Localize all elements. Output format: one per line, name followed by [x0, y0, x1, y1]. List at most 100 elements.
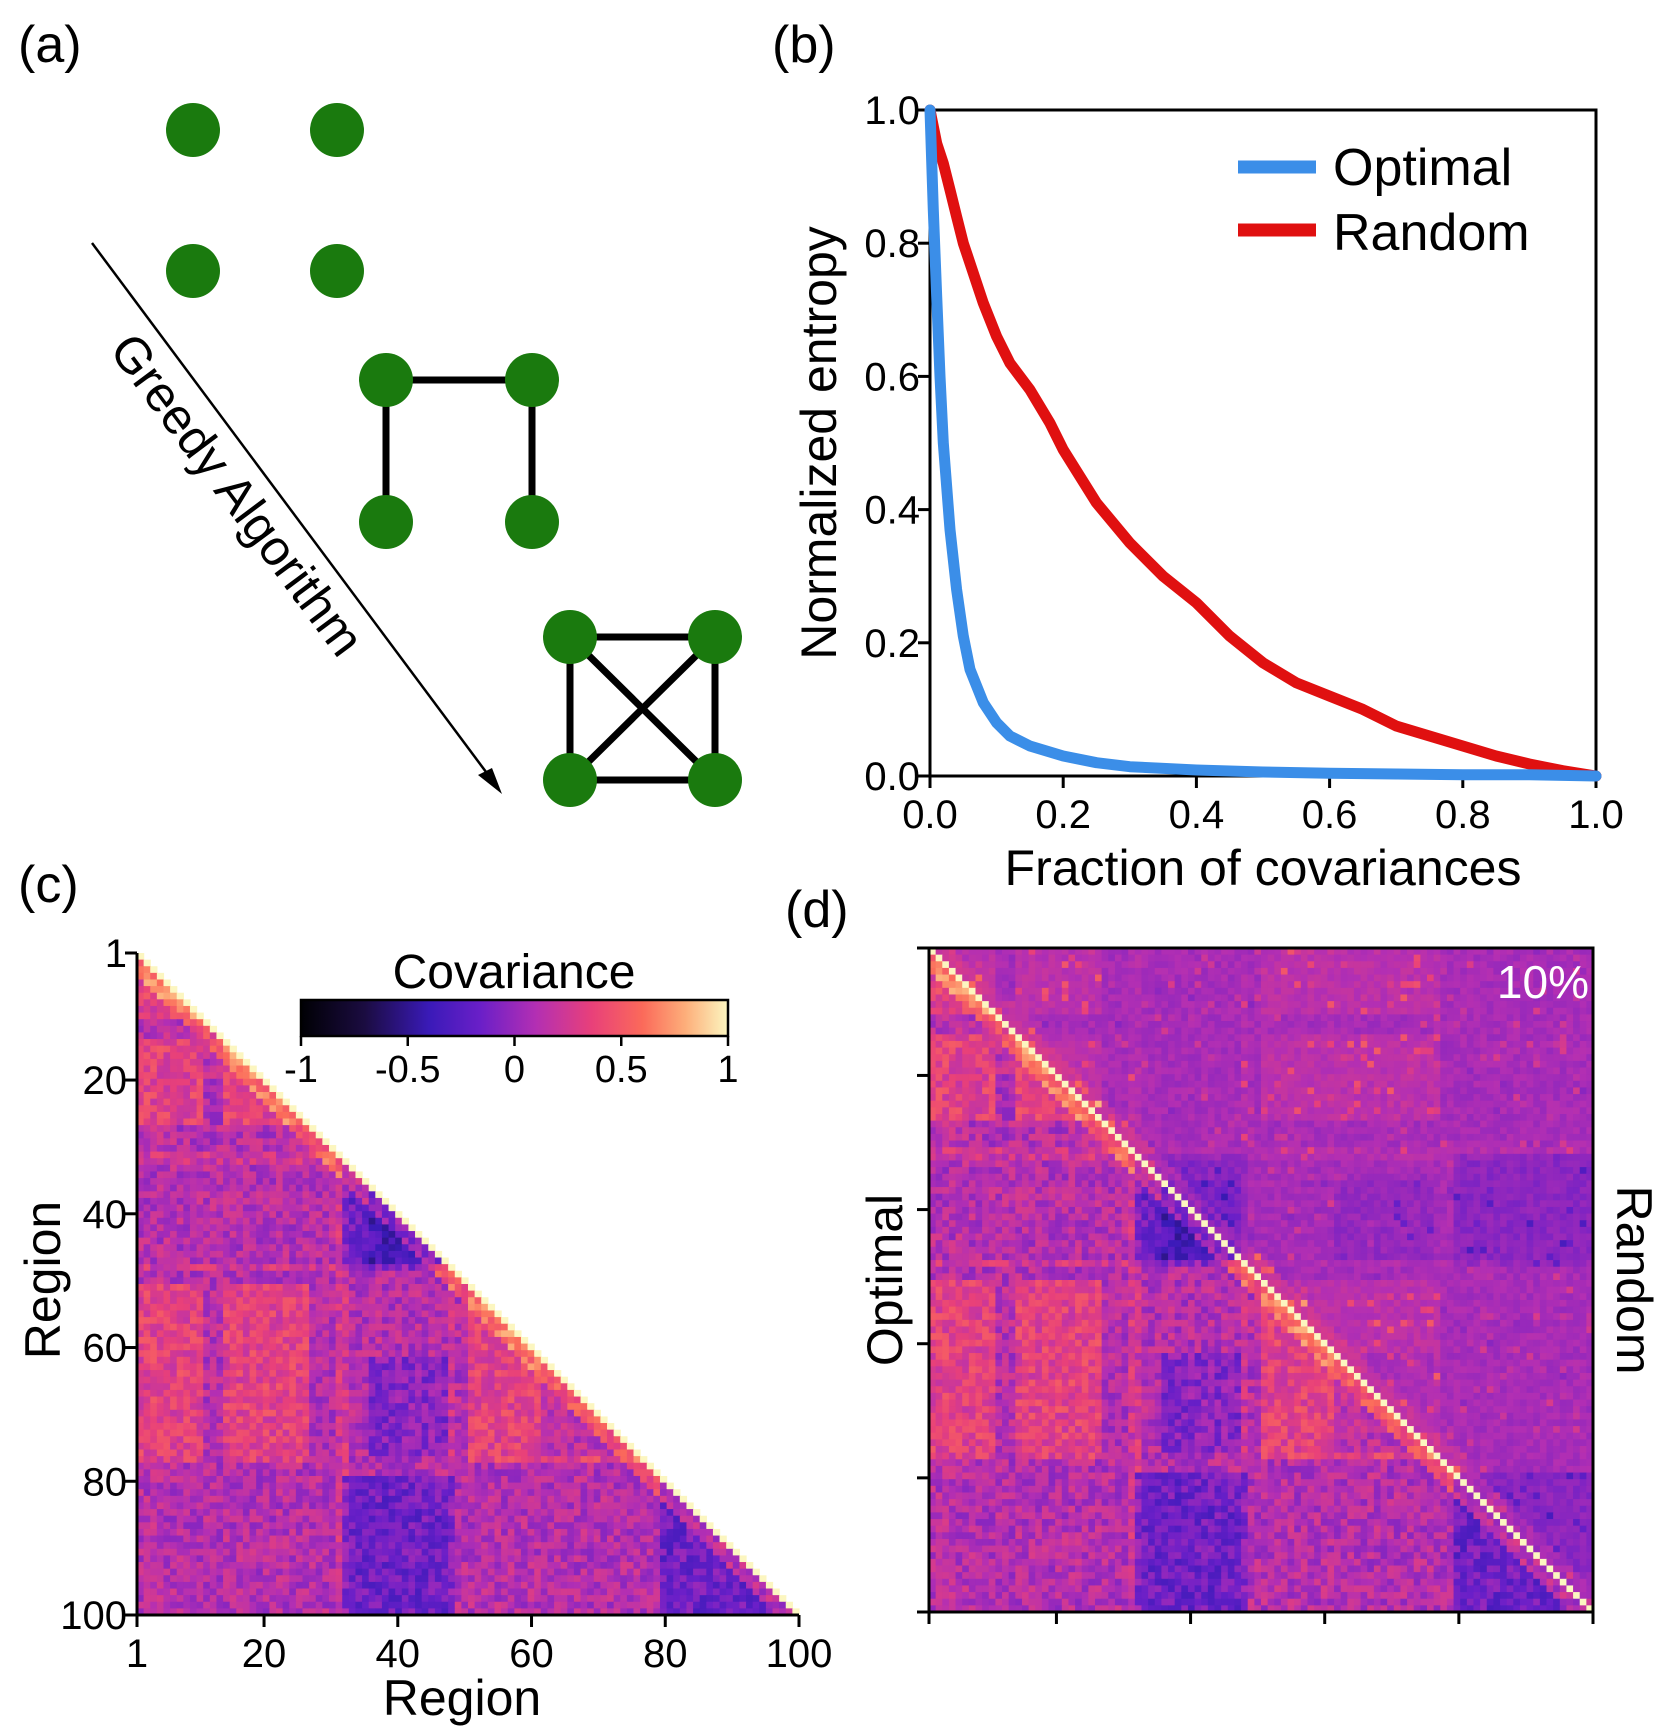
heatmap-cell — [468, 1376, 476, 1384]
heatmap-cell — [474, 1515, 482, 1523]
heatmap-cell — [223, 1462, 231, 1470]
heatmap-cell — [527, 1356, 535, 1365]
heatmap-cell — [706, 1595, 714, 1603]
heatmap-cell — [309, 1535, 317, 1543]
heatmap-cell — [315, 1449, 323, 1457]
heatmap-cell — [388, 1409, 396, 1417]
heatmap-cell — [269, 1383, 277, 1391]
heatmap-cell — [196, 1085, 204, 1093]
heatmap-cell — [282, 1383, 290, 1391]
heatmap-cell — [381, 1562, 390, 1570]
heatmap-cell — [269, 1475, 277, 1484]
heatmap-cell — [560, 1595, 568, 1603]
heatmap-cell — [163, 1370, 171, 1378]
heatmap-cell — [441, 1396, 449, 1404]
heatmap-cell — [229, 1250, 237, 1259]
heatmap-cell — [196, 1270, 204, 1278]
heatmap-cell — [454, 1297, 462, 1305]
heatmap-cell — [534, 1522, 542, 1530]
heatmap-cell — [282, 1495, 290, 1504]
heatmap-cell — [229, 1343, 237, 1351]
heatmap-cell — [666, 1482, 674, 1490]
heatmap-cell — [315, 1164, 323, 1173]
heatmap-cell — [137, 1581, 145, 1590]
heatmap-cell — [163, 1469, 171, 1477]
panel-label-d: (d) — [785, 881, 849, 939]
heatmap-cell — [249, 1105, 257, 1113]
heatmap-cell — [137, 1217, 145, 1226]
heatmap-cell — [249, 1336, 257, 1345]
heatmap-cell — [156, 1250, 165, 1259]
heatmap-cell — [381, 1231, 390, 1239]
heatmap-cell — [189, 1317, 198, 1325]
heatmap-cell — [600, 1462, 608, 1470]
heatmap-cell — [368, 1356, 376, 1365]
heatmap-cell — [150, 1595, 158, 1603]
node — [543, 610, 597, 664]
heatmap-cell — [600, 1595, 608, 1603]
heatmap-cell — [388, 1475, 396, 1484]
heatmap-cell — [673, 1568, 681, 1576]
heatmap-cell — [282, 1284, 290, 1292]
heatmap-cell — [415, 1495, 423, 1504]
heatmap-cell — [415, 1257, 423, 1265]
heatmap-cell — [295, 1224, 304, 1232]
heatmap-cell — [137, 1138, 145, 1146]
heatmap-cell — [137, 1085, 145, 1093]
heatmap-cell — [223, 1217, 231, 1226]
heatmap-cell — [196, 1032, 204, 1040]
heatmap-cell — [196, 1072, 204, 1080]
heatmap-cell — [163, 999, 171, 1007]
heatmap-cell — [335, 1343, 343, 1351]
heatmap-cell — [262, 1204, 270, 1212]
heatmap-cell — [302, 1515, 310, 1523]
heatmap-cell — [276, 1383, 284, 1391]
heatmap-cell — [381, 1204, 390, 1212]
heatmap-cell — [468, 1409, 476, 1417]
heatmap-cell — [137, 1389, 145, 1398]
heatmap-cell — [196, 1237, 204, 1245]
heatmap-cell — [209, 1575, 218, 1583]
heatmap-cell — [236, 1350, 244, 1358]
heatmap-cell — [434, 1528, 443, 1537]
heatmap-cell — [673, 1502, 681, 1510]
heatmap-cell — [355, 1217, 363, 1226]
heatmap-cell — [368, 1217, 376, 1226]
heatmap-cell — [289, 1125, 297, 1133]
heatmap-cell — [196, 1204, 204, 1212]
heatmap-cell — [481, 1601, 489, 1609]
heatmap-cell — [507, 1542, 515, 1550]
heatmap-cell — [507, 1429, 515, 1437]
heatmap-cell — [322, 1469, 330, 1477]
heatmap-cell — [381, 1595, 390, 1603]
heatmap-cell — [520, 1350, 529, 1358]
heatmap-cell — [189, 1588, 198, 1596]
heatmap-cell — [454, 1310, 462, 1318]
heatmap-cell — [593, 1581, 601, 1590]
heatmap-cell — [646, 1555, 654, 1563]
heatmap-cell — [156, 1350, 165, 1358]
heatmap-cell — [256, 1482, 264, 1490]
heatmap-cell — [170, 1065, 178, 1073]
heatmap-cell — [249, 1197, 257, 1206]
heatmap-cell — [216, 1509, 224, 1517]
heatmap-cell — [236, 1495, 244, 1504]
heatmap-cell — [474, 1535, 482, 1543]
heatmap-cell — [256, 1403, 264, 1411]
heatmap-cell — [368, 1191, 376, 1199]
heatmap-cell — [282, 1164, 290, 1173]
heatmap-cell — [176, 1297, 184, 1305]
heatmap-cell — [487, 1350, 496, 1358]
heatmap-cell — [196, 1310, 204, 1318]
heatmap-cell — [322, 1158, 330, 1166]
heatmap-cell — [712, 1581, 721, 1590]
heatmap-cell — [309, 1396, 317, 1404]
heatmap-cell — [527, 1462, 535, 1470]
heatmap-cell — [196, 1528, 204, 1537]
heatmap-cell — [302, 1568, 310, 1576]
heatmap-cell — [362, 1191, 370, 1199]
heatmap-cell — [309, 1277, 317, 1285]
greedy-arrow — [90, 242, 494, 781]
heatmap-cell — [401, 1290, 410, 1298]
heatmap-cell — [454, 1489, 462, 1497]
